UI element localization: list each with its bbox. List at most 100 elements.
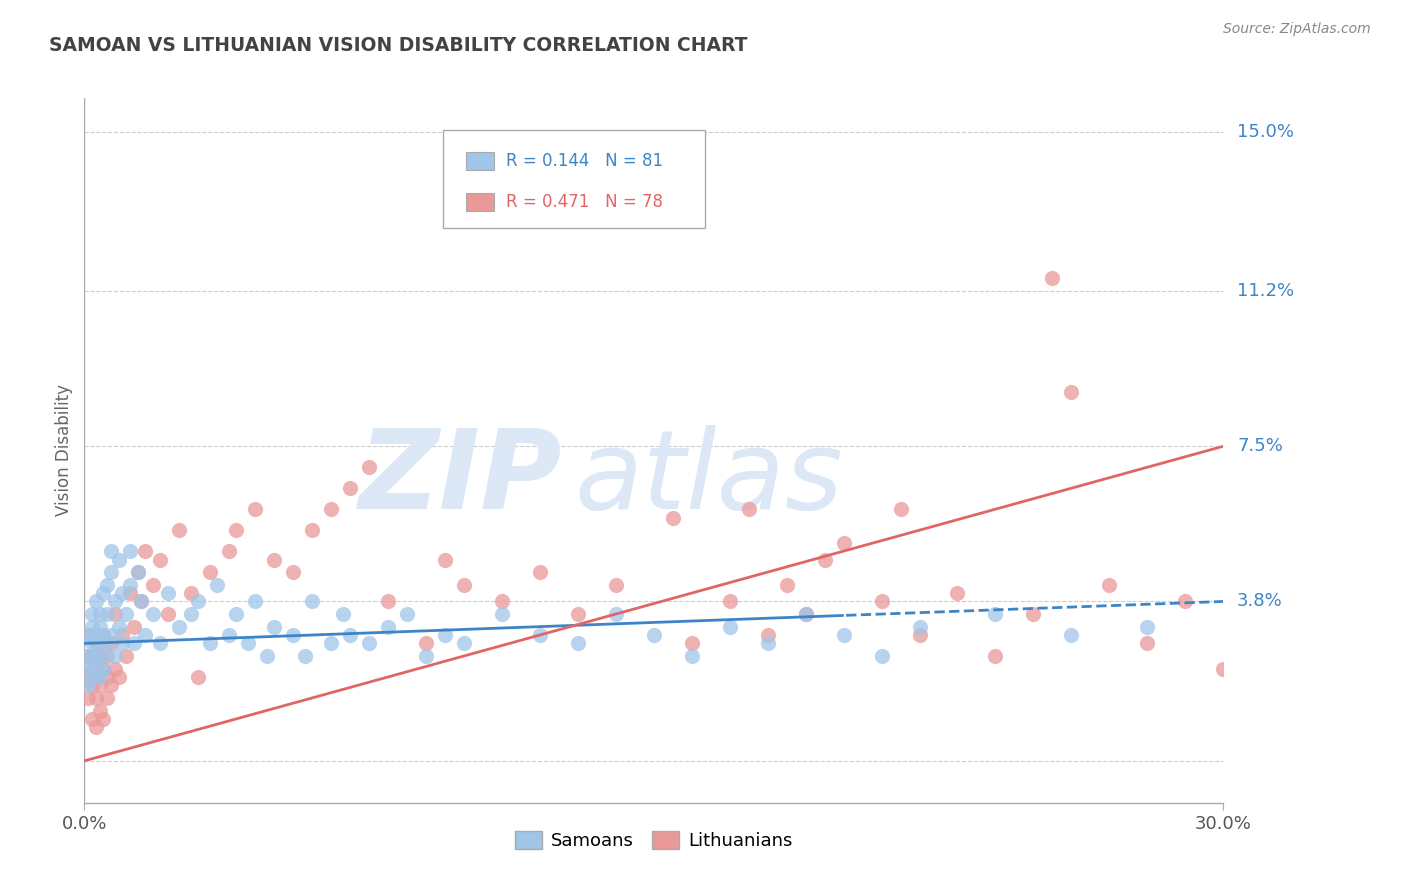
Point — [100, 544, 122, 558]
Point — [681, 636, 703, 650]
Point — [321, 502, 343, 516]
Point — [156, 586, 179, 600]
Text: 3.8%: 3.8% — [1237, 592, 1282, 610]
Point — [77, 678, 100, 692]
Point — [96, 670, 118, 684]
FancyBboxPatch shape — [465, 194, 495, 211]
Point — [107, 552, 129, 566]
Point — [77, 628, 100, 642]
Point — [283, 628, 305, 642]
Point — [1060, 628, 1083, 642]
Point — [111, 586, 134, 600]
Point — [870, 648, 893, 663]
Point — [908, 628, 931, 642]
Point — [339, 628, 361, 642]
Point — [84, 720, 107, 734]
Point — [80, 619, 103, 633]
Point — [263, 552, 285, 566]
Point — [605, 607, 627, 621]
Point — [169, 523, 191, 537]
Point — [643, 628, 665, 642]
Point — [359, 460, 381, 475]
Point — [93, 648, 115, 663]
FancyBboxPatch shape — [443, 130, 704, 228]
Point — [104, 594, 127, 608]
Point — [1060, 384, 1083, 399]
Point — [453, 636, 475, 650]
Point — [93, 662, 115, 676]
Point — [93, 628, 115, 642]
Text: 11.2%: 11.2% — [1237, 282, 1295, 300]
Point — [263, 619, 285, 633]
Point — [814, 552, 837, 566]
Text: ZIP: ZIP — [359, 425, 562, 533]
Point — [984, 648, 1007, 663]
Point — [131, 594, 153, 608]
Point — [89, 678, 111, 692]
Point — [301, 594, 323, 608]
Point — [681, 648, 703, 663]
Point — [662, 510, 685, 524]
Point — [77, 670, 100, 684]
Point — [149, 636, 172, 650]
Point — [1098, 577, 1121, 591]
Point — [100, 678, 122, 692]
Point — [832, 535, 855, 549]
Point — [187, 594, 209, 608]
Point — [321, 636, 343, 650]
Point — [434, 552, 457, 566]
Point — [89, 636, 111, 650]
Point — [794, 607, 817, 621]
Point — [529, 628, 551, 642]
Point — [115, 648, 138, 663]
Point — [100, 565, 122, 579]
Text: 7.5%: 7.5% — [1237, 437, 1284, 455]
Point — [115, 607, 138, 621]
Point — [198, 565, 221, 579]
Point — [111, 636, 134, 650]
Text: R = 0.471   N = 78: R = 0.471 N = 78 — [506, 193, 662, 211]
Point — [567, 607, 589, 621]
Point — [118, 544, 141, 558]
Point — [89, 704, 111, 718]
Point — [84, 690, 107, 705]
Point — [1174, 594, 1197, 608]
Point — [84, 636, 107, 650]
Point — [396, 607, 419, 621]
Point — [107, 619, 129, 633]
Point — [1022, 607, 1045, 621]
Point — [1212, 662, 1234, 676]
Point — [169, 619, 191, 633]
Point — [283, 565, 305, 579]
Point — [89, 670, 111, 684]
Point — [198, 636, 221, 650]
Point — [245, 502, 267, 516]
Point — [1136, 619, 1159, 633]
Point — [96, 577, 118, 591]
Point — [529, 565, 551, 579]
Point — [415, 648, 437, 663]
Point — [122, 619, 145, 633]
Point — [84, 594, 107, 608]
Point — [832, 628, 855, 642]
Point — [89, 607, 111, 621]
Point — [80, 648, 103, 663]
Point — [225, 523, 247, 537]
Text: SAMOAN VS LITHUANIAN VISION DISABILITY CORRELATION CHART: SAMOAN VS LITHUANIAN VISION DISABILITY C… — [49, 36, 748, 54]
FancyBboxPatch shape — [465, 152, 495, 169]
Point — [491, 594, 513, 608]
Point — [80, 662, 103, 676]
Point — [756, 628, 779, 642]
Point — [77, 662, 100, 676]
Point — [890, 502, 912, 516]
Point — [104, 648, 127, 663]
Point — [207, 577, 229, 591]
Point — [794, 607, 817, 621]
Point — [946, 586, 969, 600]
Point — [718, 619, 741, 633]
Point — [294, 648, 316, 663]
Point — [93, 628, 115, 642]
Point — [80, 607, 103, 621]
Point — [453, 577, 475, 591]
Point — [80, 648, 103, 663]
